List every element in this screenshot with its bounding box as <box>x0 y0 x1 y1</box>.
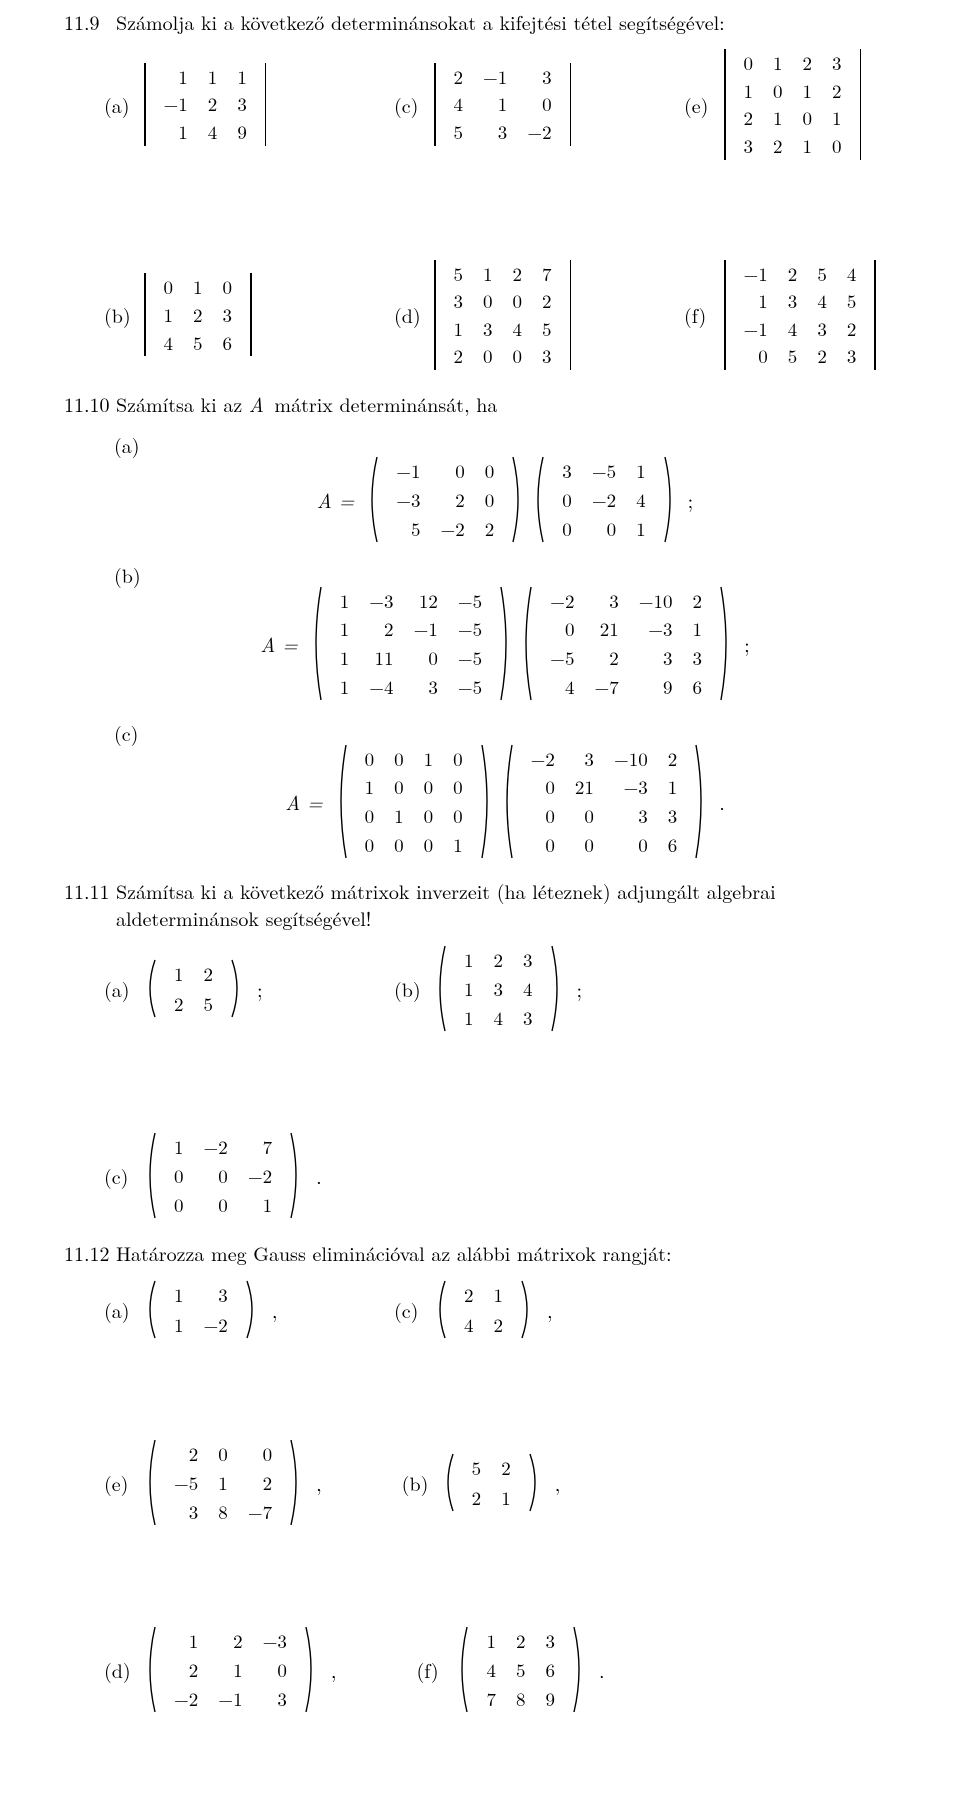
equation: A = −100−3205−22 3−510−24001 ; <box>114 456 896 543</box>
problem-items: (a) 111−123149 (c) 2−1341053−2 (e) 01231… <box>104 49 896 370</box>
part-b: (b) A = 1−312−512−1−51110−51−43−5 −23−10… <box>114 561 896 701</box>
problem-number: 11.11 <box>64 877 116 904</box>
matrix: 12−3210−2−13 <box>144 1626 317 1713</box>
determinant: 5127300213452003 <box>434 260 571 371</box>
matrix: 2142 <box>434 1280 533 1339</box>
item-label: (a) <box>104 91 134 118</box>
tail: ; <box>577 975 583 1002</box>
determinant: 010123456 <box>144 273 252 356</box>
part-a: (a) A = −100−3205−22 3−510−24001 ; <box>114 431 896 543</box>
item-label: (a) <box>104 1296 134 1323</box>
matrix: 123456789 <box>456 1626 585 1713</box>
equation: A = 0010100001000001 −23−102021−31003300… <box>114 744 896 859</box>
item-label: (b) <box>394 975 424 1002</box>
matrix-name: A <box>249 389 264 418</box>
item-f: (f) −12541345−14320523 <box>684 260 894 371</box>
item-e: (e) 200−51238−7 , <box>104 1439 322 1526</box>
matrix-1: −100−3205−22 <box>366 456 524 543</box>
problem-number: 11.10 <box>64 390 116 417</box>
item-label: (c) <box>104 1162 134 1189</box>
matrix: 200−51238−7 <box>144 1439 302 1526</box>
matrix-2: −23−102021−31−52334−796 <box>520 586 732 701</box>
item-a: (a) 131−2 , <box>104 1280 314 1339</box>
item-f: (f) 123456789 . <box>416 1626 626 1713</box>
part-label: (b) <box>114 561 896 588</box>
problem-items: (a) 131−2 , (c) 2142 , (e) 200−51238−7 ,… <box>104 1280 896 1713</box>
problem-11-11: 11.11 Számítsa ki a következő mátrixok i… <box>64 877 896 1219</box>
item-e: (e) 0123101221013210 <box>684 49 894 160</box>
text-suffix: mátrix determinánsát, ha <box>268 389 498 418</box>
matrix: 123134143 <box>434 945 563 1032</box>
part-label: (c) <box>114 719 896 746</box>
matrix-2: 3−510−24001 <box>532 456 675 543</box>
problem-statement: Számítsa ki az A mátrix determinánsát, h… <box>116 390 896 417</box>
problem-11-9: 11.9 Számolja ki a következő determináns… <box>64 8 896 370</box>
matrix: 5221 <box>442 1453 541 1512</box>
matrix: 131−2 <box>144 1280 258 1339</box>
item-label: (f) <box>416 1656 446 1683</box>
problem-number: 11.12 <box>64 1239 116 1266</box>
problem-11-12: 11.12 Határozza meg Gauss eliminációval … <box>64 1239 896 1713</box>
problem-number: 11.9 <box>64 8 116 35</box>
item-label: (d) <box>394 301 424 328</box>
matrix: 1225 <box>144 959 243 1018</box>
problem-statement: Határozza meg Gauss eliminációval az alá… <box>116 1239 896 1266</box>
item-label: (d) <box>104 1656 134 1683</box>
item-b: (b) 010123456 <box>104 260 314 371</box>
page: 11.9 Számolja ki a következő determináns… <box>0 8 960 1793</box>
item-a: (a) 1225 ; <box>104 945 314 1032</box>
part-c: (c) A = 0010100001000001 −23−102021−3100… <box>114 719 896 859</box>
lhs: A = <box>260 630 297 657</box>
lhs: A = <box>285 788 322 815</box>
matrix-1: 0010100001000001 <box>335 744 493 859</box>
tail: , <box>547 1296 553 1323</box>
item-b: (b) 5221 , <box>402 1439 612 1526</box>
tail: . <box>719 788 725 815</box>
item-d: (d) 12−3210−2−13 , <box>104 1626 336 1713</box>
item-d: (d) 5127300213452003 <box>394 260 604 371</box>
item-label: (a) <box>104 975 134 1002</box>
part-label: (a) <box>114 431 896 458</box>
determinant: −12541345−14320523 <box>724 260 876 371</box>
tail: , <box>272 1296 278 1323</box>
item-label: (b) <box>402 1469 432 1496</box>
tail: ; <box>257 975 263 1002</box>
text-prefix: Számítsa ki az <box>116 389 249 418</box>
matrix: 1−2700−2001 <box>144 1132 302 1219</box>
item-label: (e) <box>104 1469 134 1496</box>
item-label: (f) <box>684 301 714 328</box>
tail: ; <box>744 630 750 657</box>
item-c: (c) 2142 , <box>394 1280 604 1339</box>
tail: ; <box>688 486 694 513</box>
item-label: (c) <box>394 91 424 118</box>
tail: , <box>331 1656 337 1683</box>
item-b: (b) 123134143 ; <box>394 945 604 1032</box>
tail: , <box>555 1469 561 1496</box>
item-a: (a) 111−123149 <box>104 49 314 160</box>
problem-statement: Számolja ki a következő determinánsokat … <box>116 8 896 35</box>
tail: , <box>316 1469 322 1496</box>
problem-statement: Számítsa ki a következő mátrixok inverze… <box>116 877 896 931</box>
lhs: A = <box>317 486 354 513</box>
item-c: (c) 2−1341053−2 <box>394 49 604 160</box>
problem-items: (a) 1225 ; (b) 123134143 ; (c) 1−2700−20… <box>104 945 896 1219</box>
tail: . <box>316 1162 322 1189</box>
item-label: (e) <box>684 91 714 118</box>
problem-header: 11.10 Számítsa ki az A mátrix determinán… <box>64 390 896 417</box>
item-label: (b) <box>104 301 134 328</box>
equation: A = 1−312−512−1−51110−51−43−5 −23−102021… <box>114 586 896 701</box>
determinant: 2−1341053−2 <box>434 63 571 146</box>
tail: . <box>599 1656 605 1683</box>
determinant: 111−123149 <box>144 63 266 146</box>
matrix-1: 1−312−512−1−51110−51−43−5 <box>310 586 512 701</box>
problem-header: 11.11 Számítsa ki a következő mátrixok i… <box>64 877 896 931</box>
problem-header: 11.12 Határozza meg Gauss eliminációval … <box>64 1239 896 1266</box>
determinant: 0123101221013210 <box>724 49 861 160</box>
problem-11-10: 11.10 Számítsa ki az A mátrix determinán… <box>64 390 896 859</box>
item-label: (c) <box>394 1296 424 1323</box>
problem-header: 11.9 Számolja ki a következő determináns… <box>64 8 896 35</box>
item-c: (c) 1−2700−2001 . <box>104 1132 322 1219</box>
matrix-2: −23−102021−3100330006 <box>501 744 708 859</box>
